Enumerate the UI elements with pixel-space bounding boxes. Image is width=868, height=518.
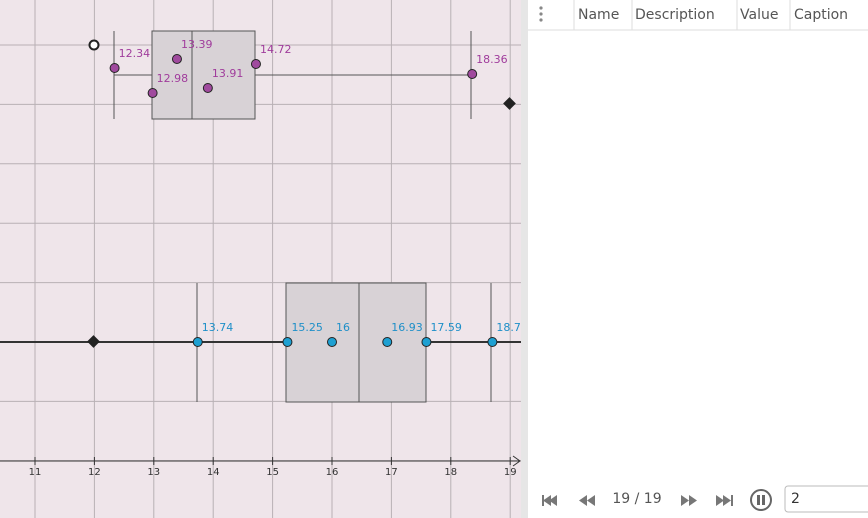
point-label: 14.72 (260, 43, 292, 56)
column-header[interactable]: Value (740, 7, 778, 23)
x-tick-label: 14 (207, 467, 220, 478)
speed-input[interactable] (784, 485, 868, 513)
splitter[interactable] (521, 0, 528, 518)
point[interactable] (202, 83, 213, 93)
x-tick-label: 16 (326, 467, 339, 478)
x-tick-label: 12 (88, 467, 101, 478)
point-label: 13.74 (202, 321, 234, 334)
last-button[interactable] (716, 495, 733, 506)
x-tick-label: 18 (444, 467, 457, 478)
point[interactable] (382, 337, 393, 347)
diamond-point[interactable] (87, 335, 100, 348)
point[interactable] (250, 59, 261, 69)
point-label: 12.34 (119, 47, 151, 60)
previous-button[interactable] (579, 495, 595, 506)
point[interactable] (421, 337, 432, 347)
step-counter: 19 / 19 (612, 491, 661, 507)
menu-icon[interactable] (539, 6, 543, 22)
x-axis-arrow (512, 455, 521, 467)
point-label: 15.25 (291, 321, 323, 334)
point[interactable] (487, 337, 498, 347)
boxplot-top[interactable] (113, 30, 472, 120)
point-label: 17.59 (430, 321, 462, 334)
point-label: 16.93 (391, 321, 423, 334)
column-header[interactable]: Caption (794, 7, 848, 23)
point-label: 12.98 (157, 72, 189, 85)
point[interactable] (171, 54, 182, 64)
point[interactable] (109, 63, 120, 73)
point[interactable] (467, 69, 478, 79)
open-point[interactable] (88, 39, 100, 51)
x-tick-label: 17 (385, 467, 398, 478)
first-button[interactable] (542, 495, 557, 506)
point-label: 13.91 (212, 67, 244, 80)
points: 12.34 13.39 12.98 13.91 14.72 18.36 13.74 15.25… (109, 38, 521, 347)
point[interactable] (327, 337, 337, 347)
point[interactable] (147, 88, 158, 98)
point-label: 18.7 (496, 321, 521, 334)
x-tick-label: 19 (504, 467, 517, 478)
column-header[interactable]: Name (578, 7, 619, 23)
point[interactable] (282, 337, 293, 347)
next-button[interactable] (681, 495, 697, 506)
point-label: 13.39 (181, 38, 213, 51)
point-label: 18.36 (476, 53, 508, 66)
speed-input-value: 2 (791, 491, 800, 507)
graphics-view[interactable] (0, 0, 521, 518)
column-header[interactable]: Description (635, 7, 715, 23)
x-tick-label: 15 (266, 467, 279, 478)
pause-button[interactable] (750, 489, 772, 511)
algebra-table (528, 0, 868, 518)
point-label: 16 (336, 321, 350, 334)
point[interactable] (192, 337, 203, 347)
x-tick-label: 11 (29, 467, 42, 478)
column-separators (573, 0, 791, 30)
player-controls (542, 489, 772, 511)
x-tick-label: 13 (147, 467, 160, 478)
